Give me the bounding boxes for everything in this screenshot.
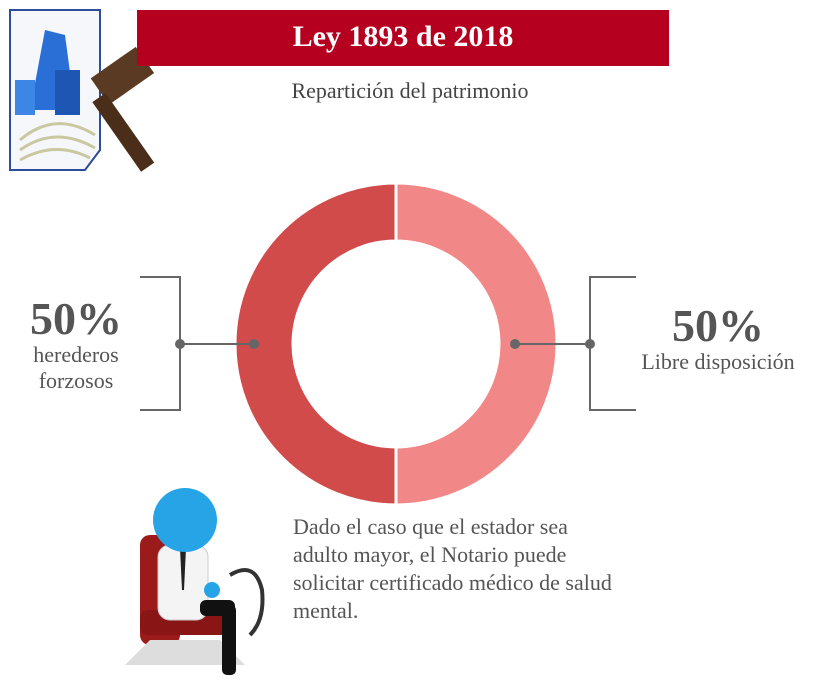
note: Dado el caso que el estador sea adulto m… [293,513,613,625]
category-label: Libre disposición [641,349,794,374]
doctor-icon [125,488,263,675]
chart-title: Ley 1893 de 2018 [293,20,514,53]
chart-subtitle: Repartición del patrimonio [291,78,528,103]
value-label: 50% [8,296,144,342]
page: Ley 1893 de 2018 Repartición del patrimo… [0,0,825,681]
law-icon [10,10,154,172]
left-label: 50% herederos forzosos [8,296,144,394]
category-label: herederos forzosos [33,342,119,393]
value-label: 50% [612,303,824,349]
right-label: 50% Libre disposición [612,303,824,375]
slice [235,183,396,505]
brackets [140,277,636,410]
